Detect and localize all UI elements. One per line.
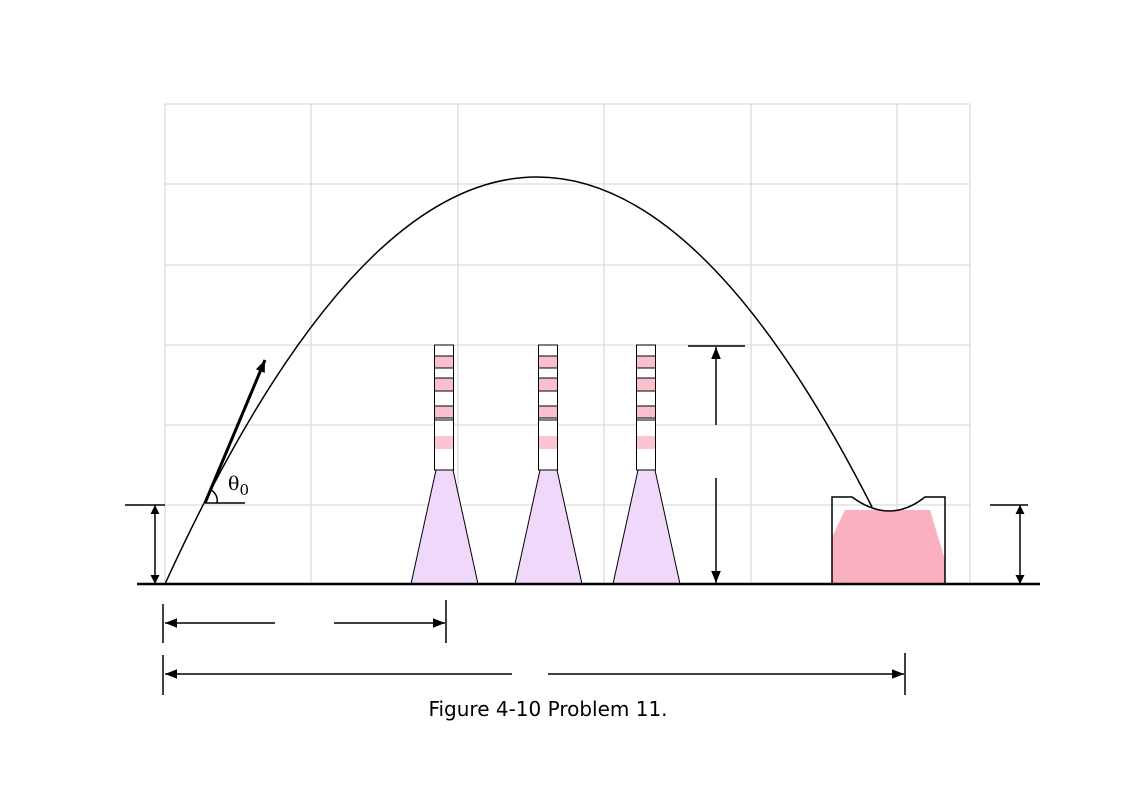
- angle-subscript: 0: [239, 481, 249, 499]
- grid: [164, 103, 971, 584]
- trajectory: [164, 176, 873, 585]
- target-box: [831, 496, 946, 584]
- angle-label: θ0: [228, 473, 249, 499]
- caption: Figure 4-10 Problem 11.: [428, 697, 667, 721]
- dimension-marks: [125, 345, 1028, 695]
- towers: [410, 344, 681, 585]
- angle-arc: [210, 489, 219, 504]
- velocity-arrow: [203, 359, 267, 504]
- angle-symbol: θ: [228, 473, 239, 495]
